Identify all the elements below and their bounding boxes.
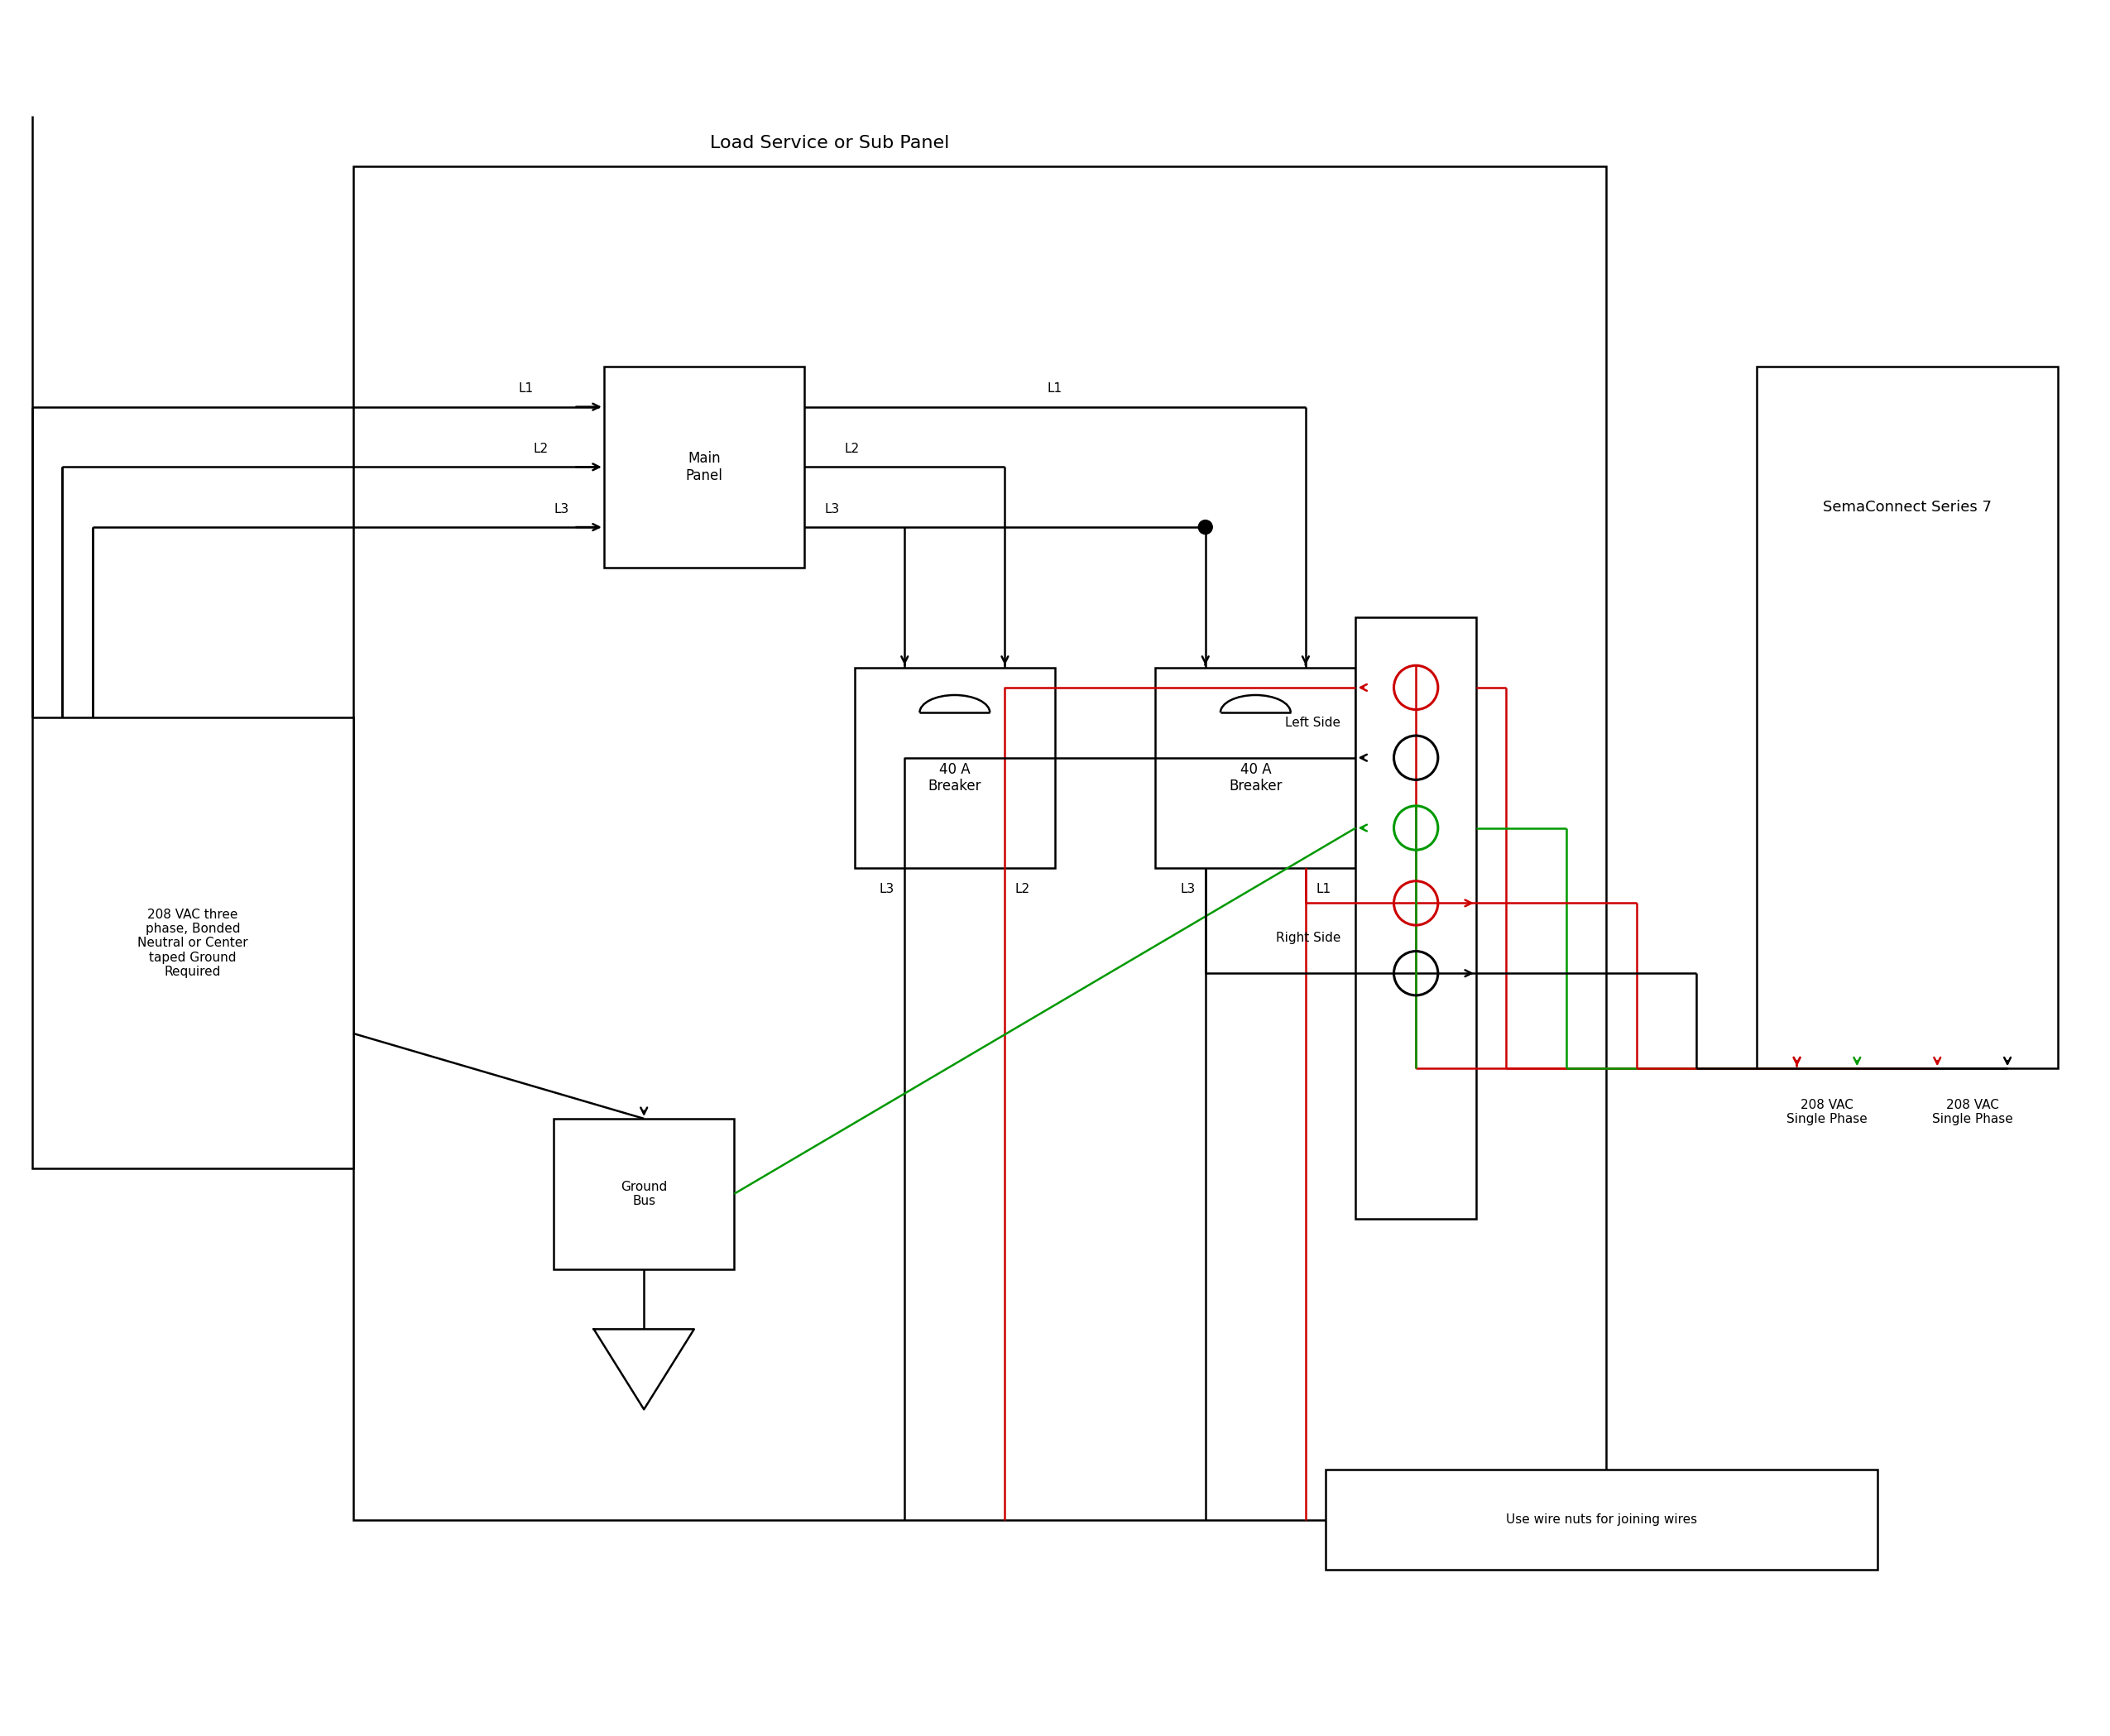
Text: L3: L3	[825, 503, 840, 516]
Bar	[1758, 366, 2057, 1069]
Text: Main
Panel: Main Panel	[686, 451, 722, 483]
Text: Left Side: Left Side	[1285, 717, 1340, 729]
Text: 208 VAC
Single Phase: 208 VAC Single Phase	[1787, 1099, 1867, 1125]
Bar	[1325, 1470, 1878, 1569]
Text: L3: L3	[553, 503, 570, 516]
Bar	[352, 167, 1606, 1519]
Text: L3: L3	[880, 884, 895, 896]
Text: L1: L1	[1317, 884, 1331, 896]
Text: 208 VAC three
phase, Bonded
Neutral or Center
taped Ground
Required: 208 VAC three phase, Bonded Neutral or C…	[137, 908, 249, 977]
Text: Load Service or Sub Panel: Load Service or Sub Panel	[709, 135, 949, 151]
Bar	[1357, 618, 1477, 1219]
Text: Use wire nuts for joining wires: Use wire nuts for joining wires	[1507, 1514, 1696, 1526]
Text: 208 VAC
Single Phase: 208 VAC Single Phase	[1933, 1099, 2013, 1125]
Text: L2: L2	[534, 443, 549, 455]
Text: 40 A
Breaker: 40 A Breaker	[928, 762, 981, 793]
Text: 40 A
Breaker: 40 A Breaker	[1228, 762, 1283, 793]
Text: L1: L1	[519, 382, 534, 394]
Text: L2: L2	[1015, 884, 1030, 896]
Text: Ground
Bus: Ground Bus	[620, 1180, 667, 1207]
Text: Right Side: Right Side	[1277, 932, 1340, 944]
Bar	[553, 1118, 734, 1269]
Bar	[1156, 667, 1357, 868]
Text: SemaConnect Series 7: SemaConnect Series 7	[1823, 500, 1992, 514]
Text: L2: L2	[844, 443, 859, 455]
Bar	[32, 717, 352, 1168]
Circle shape	[1198, 521, 1213, 535]
Bar	[855, 667, 1055, 868]
Text: L1: L1	[1047, 382, 1063, 394]
Text: L3: L3	[1179, 884, 1196, 896]
Bar	[603, 366, 804, 568]
